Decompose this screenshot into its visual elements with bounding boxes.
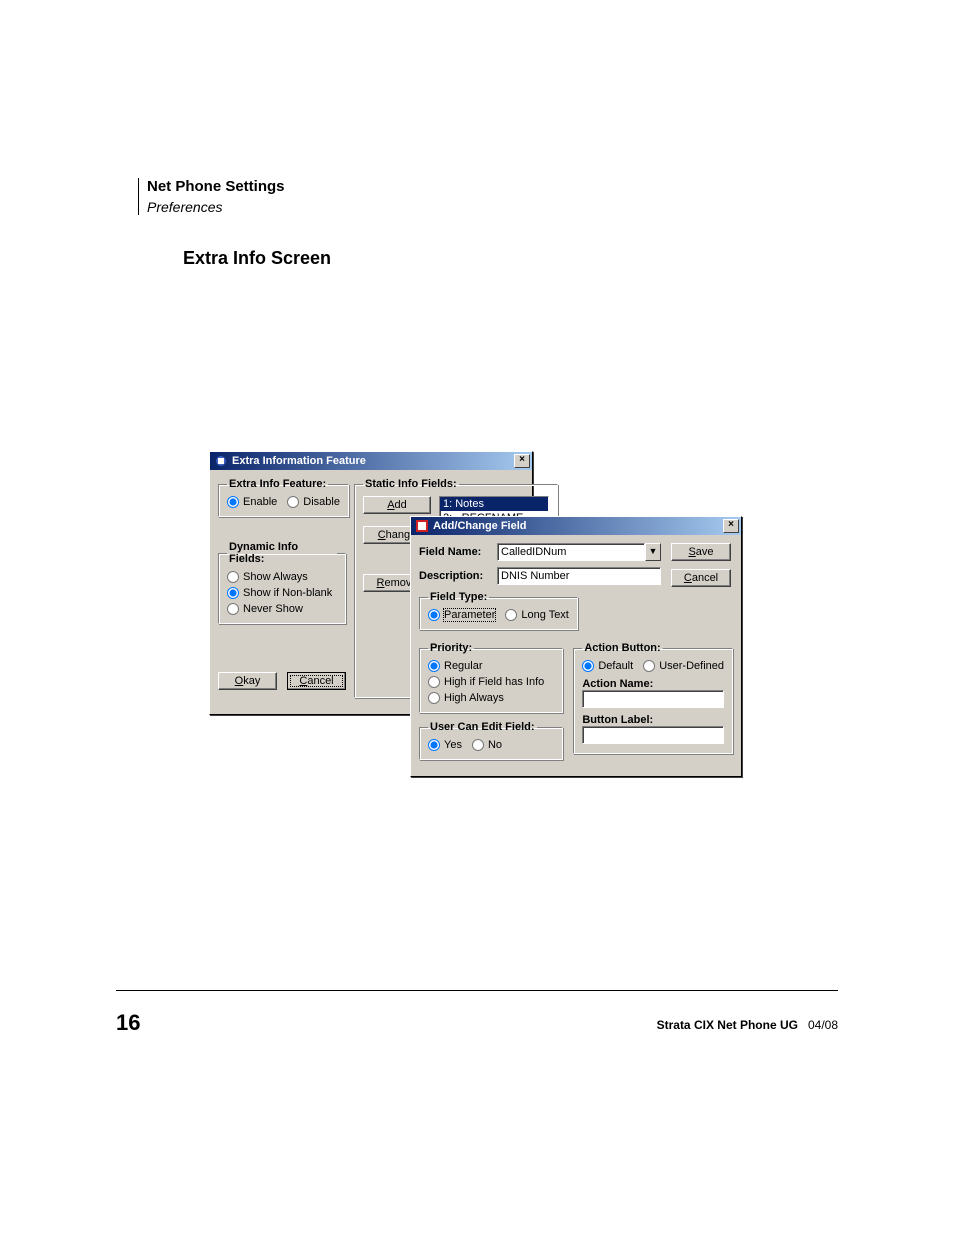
enable-radio-input[interactable] bbox=[227, 496, 239, 508]
parameter-radio[interactable]: Parameter bbox=[428, 609, 495, 621]
footer-text: Strata CIX Net Phone UG 04/08 bbox=[657, 1018, 838, 1032]
buttonlabel-input[interactable] bbox=[582, 726, 724, 744]
action-button-group: Action Button: Default User-Defined bbox=[573, 642, 733, 754]
default-radio[interactable]: Default bbox=[582, 660, 633, 672]
add-button[interactable]: Add bbox=[363, 496, 431, 514]
cancel-button[interactable]: Cancel bbox=[287, 672, 346, 690]
app-icon bbox=[415, 519, 429, 533]
cancel-button-2[interactable]: Cancel bbox=[671, 569, 731, 587]
chevron-down-icon[interactable]: ▼ bbox=[645, 543, 661, 561]
section-title: Extra Info Screen bbox=[183, 248, 331, 269]
dialog1-title: Extra Information Feature bbox=[232, 455, 366, 467]
userdef-radio[interactable]: User-Defined bbox=[643, 660, 724, 672]
dynamic-legend: Dynamic Info Fields: bbox=[227, 541, 337, 565]
close-icon[interactable]: × bbox=[514, 454, 530, 468]
show-nonblank-radio[interactable]: Show if Non-blank bbox=[227, 587, 337, 599]
dialog1-titlebar[interactable]: Extra Information Feature × bbox=[210, 452, 532, 470]
no-input[interactable] bbox=[472, 739, 484, 751]
save-button[interactable]: Save bbox=[671, 543, 731, 561]
dynamic-info-group: Dynamic Info Fields: Show Always Show if… bbox=[218, 541, 346, 624]
okay-button[interactable]: Okay bbox=[218, 672, 277, 690]
footer-divider bbox=[116, 990, 838, 991]
footer-doc-title: Strata CIX Net Phone UG bbox=[657, 1018, 798, 1032]
actionname-label: Action Name: bbox=[582, 678, 724, 690]
show-nonblank-input[interactable] bbox=[227, 587, 239, 599]
high-if-input[interactable] bbox=[428, 676, 440, 688]
static-legend: Static Info Fields: bbox=[363, 478, 459, 490]
fieldtype-legend: Field Type: bbox=[428, 591, 489, 603]
fieldname-input[interactable]: CalledIDNum bbox=[497, 543, 645, 561]
longtext-input[interactable] bbox=[505, 609, 517, 621]
page-number: 16 bbox=[116, 1010, 140, 1036]
footer-date: 04/08 bbox=[808, 1018, 838, 1032]
dialog2-title: Add/Change Field bbox=[433, 520, 527, 532]
close-icon[interactable]: × bbox=[723, 519, 739, 533]
dialog2-titlebar[interactable]: Add/Change Field × bbox=[411, 517, 741, 535]
priority-group: Priority: Regular High if Field has Info bbox=[419, 642, 563, 713]
list-item[interactable]: 1: Notes bbox=[440, 497, 548, 511]
useredit-legend: User Can Edit Field: bbox=[428, 721, 537, 733]
no-radio[interactable]: No bbox=[472, 739, 502, 751]
description-input[interactable]: DNIS Number bbox=[497, 567, 661, 585]
disable-radio[interactable]: Disable bbox=[287, 496, 340, 508]
default-input[interactable] bbox=[582, 660, 594, 672]
user-edit-group: User Can Edit Field: Yes No bbox=[419, 721, 563, 760]
userdef-input[interactable] bbox=[643, 660, 655, 672]
regular-radio[interactable]: Regular bbox=[428, 660, 554, 672]
yes-radio[interactable]: Yes bbox=[428, 739, 462, 751]
field-type-group: Field Type: Parameter Long Text bbox=[419, 591, 578, 630]
high-if-radio[interactable]: High if Field has Info bbox=[428, 676, 554, 688]
yes-input[interactable] bbox=[428, 739, 440, 751]
header-title: Net Phone Settings bbox=[147, 178, 285, 195]
page-header: Net Phone Settings Preferences bbox=[138, 178, 285, 215]
never-show-radio[interactable]: Never Show bbox=[227, 603, 337, 615]
high-always-input[interactable] bbox=[428, 692, 440, 704]
enable-radio[interactable]: Enable bbox=[227, 496, 277, 508]
document-page: Net Phone Settings Preferences Extra Inf… bbox=[0, 0, 954, 1235]
app-icon bbox=[214, 454, 228, 468]
extra-info-feature-group: Extra Info Feature: Enable Disable bbox=[218, 478, 349, 517]
fieldname-label: Field Name: bbox=[419, 546, 491, 558]
show-always-input[interactable] bbox=[227, 571, 239, 583]
longtext-radio[interactable]: Long Text bbox=[505, 609, 569, 621]
high-always-radio[interactable]: High Always bbox=[428, 692, 554, 704]
add-change-field-dialog: Add/Change Field × Field Name: CalledIDN… bbox=[410, 516, 742, 777]
regular-input[interactable] bbox=[428, 660, 440, 672]
priority-legend: Priority: bbox=[428, 642, 474, 654]
actionname-input[interactable] bbox=[582, 690, 724, 708]
show-always-radio[interactable]: Show Always bbox=[227, 571, 337, 583]
buttonlabel-label: Button Label: bbox=[582, 714, 724, 726]
actionbtn-legend: Action Button: bbox=[582, 642, 662, 654]
header-subtitle: Preferences bbox=[147, 199, 285, 215]
disable-radio-input[interactable] bbox=[287, 496, 299, 508]
description-label: Description: bbox=[419, 570, 491, 582]
feature-legend: Extra Info Feature: bbox=[227, 478, 328, 490]
parameter-input[interactable] bbox=[428, 609, 440, 621]
never-show-input[interactable] bbox=[227, 603, 239, 615]
